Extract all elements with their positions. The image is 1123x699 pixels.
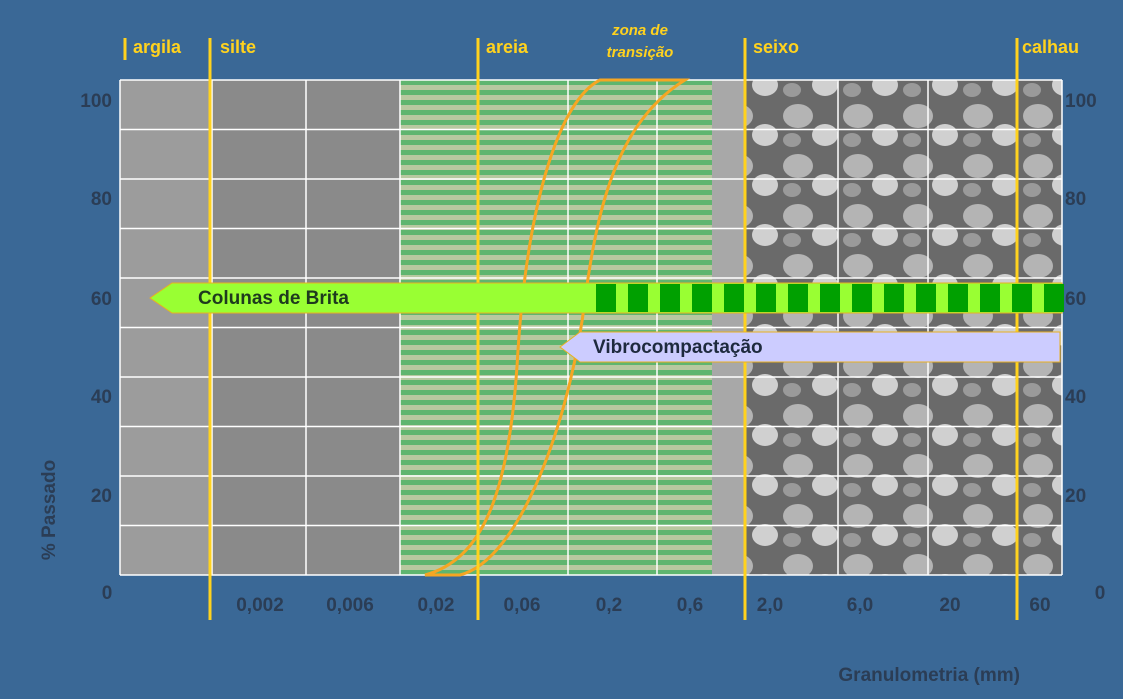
x-tick-label: 0,002 <box>236 595 284 616</box>
dash <box>724 284 744 312</box>
arrow-label: Colunas de Brita <box>198 288 349 309</box>
dash <box>1012 284 1032 312</box>
annotation: transição <box>607 44 674 61</box>
stone-columns-dashes <box>596 284 1064 312</box>
y-tick-label: 60 <box>1065 289 1086 310</box>
x-axis-title: Granulometria (mm) <box>838 665 1020 686</box>
y-tick-label: 80 <box>1065 189 1086 210</box>
dash <box>756 284 776 312</box>
x-tick-label: 60 <box>1029 595 1050 616</box>
dash <box>852 284 872 312</box>
x-tick-label: 0,2 <box>596 595 622 616</box>
zone-label: calhau <box>1022 37 1079 57</box>
diagram: Colunas de Brita Vibrocompactação argila… <box>0 0 1123 699</box>
x-tick-label: 6,0 <box>847 595 873 616</box>
dash <box>660 284 680 312</box>
x-tick-label: 0,006 <box>326 595 374 616</box>
x-tick-label: 0,6 <box>677 595 703 616</box>
y-tick-label: 0 <box>1095 583 1106 604</box>
y-tick-label: 40 <box>91 387 112 408</box>
y-tick-label: 20 <box>1065 486 1086 507</box>
y-tick-label: 60 <box>91 289 112 310</box>
dash <box>1044 284 1064 312</box>
x-tick-label: 20 <box>939 595 960 616</box>
zone-label: silte <box>220 37 256 57</box>
dash <box>788 284 808 312</box>
dash <box>884 284 904 312</box>
y-tick-label: 100 <box>1065 91 1097 112</box>
y-tick-label: 100 <box>80 91 112 112</box>
zone-label: areia <box>486 37 529 57</box>
zone-label: seixo <box>753 37 799 57</box>
x-tick-label: 0,06 <box>504 595 541 616</box>
y-tick-label: 20 <box>91 486 112 507</box>
dash <box>596 284 616 312</box>
annotation: zona de <box>611 22 668 39</box>
arrow-label: Vibrocompactação <box>593 337 763 358</box>
dash <box>980 284 1000 312</box>
dash <box>628 284 648 312</box>
y-tick-label: 0 <box>102 583 113 604</box>
y-axis-title: % Passado <box>39 460 60 560</box>
x-tick-label: 0,02 <box>418 595 455 616</box>
x-tick-label: 2,0 <box>757 595 783 616</box>
dash <box>820 284 840 312</box>
dash <box>916 284 936 312</box>
dash <box>692 284 712 312</box>
dash <box>948 284 968 312</box>
y-tick-label: 80 <box>91 189 112 210</box>
zone-label: argila <box>133 37 182 57</box>
y-tick-label: 40 <box>1065 387 1086 408</box>
